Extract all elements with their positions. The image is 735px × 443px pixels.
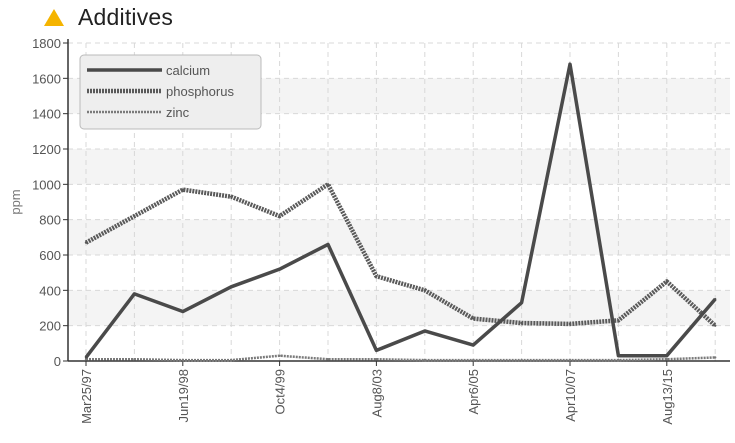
data-point-zinc — [472, 358, 475, 362]
legend-label-zinc: zinc — [166, 105, 190, 120]
data-point-phosphorus — [568, 322, 572, 326]
data-point-zinc — [714, 356, 717, 359]
chart-title: Additives — [78, 3, 174, 30]
data-point-calcium — [230, 285, 233, 288]
data-point-calcium — [714, 297, 717, 301]
x-tick-label: Apr10/07 — [563, 369, 578, 422]
chart-header: Additives — [44, 2, 173, 32]
y-tick-label: 1600 — [32, 71, 61, 86]
y-tick-label: 1800 — [32, 36, 61, 51]
x-tick-label: Apr6/05 — [466, 369, 481, 415]
data-point-zinc — [181, 358, 184, 362]
x-tick-label: Aug13/15 — [660, 369, 675, 425]
data-point-phosphorus — [423, 289, 426, 292]
plot-band — [68, 290, 730, 326]
data-point-zinc — [568, 358, 572, 362]
data-point-phosphorus — [617, 319, 620, 322]
x-tick-label: Oct4/99 — [273, 369, 288, 415]
x-tick-label: Jun19/98 — [176, 369, 191, 423]
y-tick-label: 1000 — [32, 177, 61, 192]
legend-label-phosphorus: phosphorus — [166, 84, 234, 99]
y-tick-label: 200 — [39, 319, 61, 334]
data-point-calcium — [84, 356, 88, 359]
data-point-calcium — [181, 310, 184, 313]
plot-band — [68, 219, 730, 255]
data-point-zinc — [278, 354, 281, 357]
y-tick-label: 800 — [39, 213, 61, 228]
data-point-phosphorus — [278, 214, 281, 218]
data-point-phosphorus — [230, 195, 233, 198]
data-point-zinc — [230, 358, 233, 362]
data-point-calcium — [472, 343, 475, 347]
y-tick-label: 400 — [39, 283, 61, 298]
x-tick-label: Aug8/03 — [369, 369, 384, 417]
data-point-zinc — [326, 358, 330, 361]
data-point-phosphorus — [472, 317, 475, 320]
data-point-zinc — [133, 358, 136, 361]
legend: calcium phosphorus zinc — [79, 54, 262, 130]
data-point-calcium — [568, 62, 572, 66]
data-point-calcium — [617, 354, 620, 357]
data-point-phosphorus — [133, 214, 136, 218]
series-line-calcium — [84, 62, 717, 359]
data-point-phosphorus — [665, 280, 668, 283]
x-tick-label: Mar25/97 — [79, 369, 94, 424]
y-tick-label: 1200 — [32, 142, 61, 157]
data-point-calcium — [375, 349, 378, 352]
data-point-phosphorus — [375, 275, 378, 278]
data-point-phosphorus — [181, 188, 184, 191]
data-point-zinc — [375, 358, 378, 361]
plot-band — [68, 149, 730, 185]
data-point-zinc — [665, 358, 668, 361]
data-point-calcium — [665, 354, 668, 357]
data-point-calcium — [133, 292, 136, 296]
legend-box — [79, 54, 262, 130]
data-point-zinc — [423, 358, 426, 362]
data-point-calcium — [520, 301, 523, 304]
data-point-zinc — [520, 358, 523, 362]
y-tick-label: 1400 — [32, 107, 61, 122]
warning-triangle-icon — [44, 8, 64, 26]
data-point-calcium — [278, 267, 281, 271]
data-point-zinc — [617, 358, 620, 362]
data-point-phosphorus — [520, 321, 523, 325]
data-point-calcium — [326, 243, 330, 246]
data-point-phosphorus — [714, 324, 717, 327]
data-point-calcium — [423, 329, 426, 333]
y-axis-label: ppm — [8, 189, 23, 214]
data-point-phosphorus — [326, 183, 330, 186]
y-tick-label: 0 — [54, 354, 61, 369]
series-line-phosphorus — [84, 182, 717, 328]
data-point-phosphorus — [84, 241, 88, 244]
data-point-zinc — [84, 358, 88, 361]
y-tick-label: 600 — [39, 248, 61, 263]
legend-label-calcium: calcium — [166, 63, 210, 78]
